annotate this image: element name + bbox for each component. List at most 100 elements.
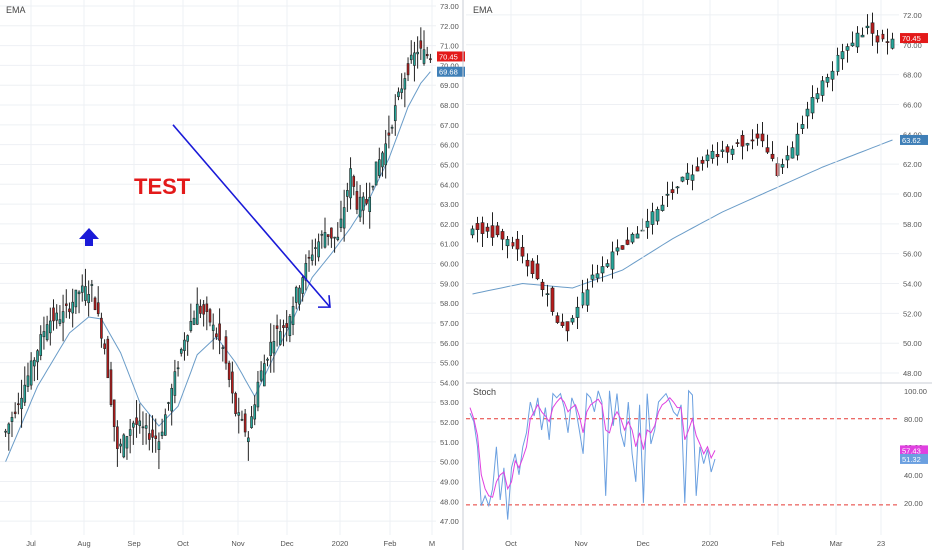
candle (128, 419, 132, 454)
candle (600, 256, 605, 282)
candle-body (815, 93, 820, 100)
candle-body (112, 399, 116, 427)
candle (103, 339, 106, 355)
candle (715, 142, 720, 166)
candle-body (74, 289, 78, 308)
candle (224, 330, 228, 370)
candle (234, 391, 237, 417)
candle-body (660, 204, 665, 211)
candle (272, 324, 276, 373)
candle-body (368, 196, 372, 212)
candle (475, 216, 480, 243)
candle-body (530, 260, 535, 274)
candle-body (820, 80, 825, 96)
candle-body (480, 222, 485, 234)
candle-body (128, 429, 132, 436)
candle-body (256, 381, 260, 408)
price-label: 70.45 (439, 52, 458, 61)
candle-body (208, 309, 212, 323)
candle-body (575, 306, 580, 318)
candle (865, 14, 870, 35)
candle (36, 349, 39, 381)
candle (860, 27, 865, 38)
candle (400, 73, 403, 100)
candle-body (176, 367, 180, 370)
candle-body (850, 42, 855, 47)
candle (263, 354, 266, 387)
candle-body (170, 387, 173, 412)
y-tick-label: 70.00 (903, 41, 922, 50)
candle-body (103, 343, 106, 349)
value-label-bg (900, 453, 928, 464)
candle-body (585, 289, 590, 306)
right-chart-pane[interactable]: 48.00 50.00 52.00 54.00 56.00 58.00 60.00 62.00… (466, 0, 932, 548)
y-tick-label: 59.00 (440, 279, 459, 288)
candle (750, 129, 755, 150)
candle (320, 230, 324, 249)
y-tick-label: 54.00 (903, 280, 922, 289)
candle (227, 360, 231, 388)
candle (247, 431, 250, 461)
candle-body (735, 142, 740, 144)
candle (294, 285, 298, 310)
candle (122, 433, 126, 459)
candle-body (705, 154, 710, 162)
candle (141, 411, 145, 446)
candle (520, 234, 525, 264)
x-tick-label: Dec (636, 539, 650, 548)
candle-body (425, 54, 429, 57)
candle (183, 332, 186, 361)
candle (885, 28, 890, 55)
candle (720, 140, 725, 158)
candle (515, 231, 520, 261)
candle-body (685, 172, 690, 180)
x-tick-label: Oct (505, 539, 518, 548)
candle (630, 232, 635, 245)
candle-body (393, 105, 397, 122)
candle-body (680, 176, 685, 182)
candle-body (625, 239, 630, 245)
candle-body (64, 303, 68, 306)
left-chart-pane[interactable]: 47.00 48.00 49.00 50.00 51.00 52.00 53.00 54.00… (0, 0, 465, 548)
candle-body (500, 231, 505, 240)
candle (355, 181, 359, 215)
y-tick-label: 66.00 (440, 141, 459, 150)
candle (237, 397, 241, 434)
candle-body (470, 228, 475, 236)
candle (339, 200, 343, 233)
candle (620, 245, 625, 250)
candle-body (860, 34, 865, 38)
candle-body (670, 189, 675, 194)
candle (595, 264, 600, 283)
candle (170, 383, 173, 426)
candle (406, 57, 410, 82)
candle-body (84, 286, 87, 301)
candle-body (326, 234, 330, 237)
candle-body (505, 239, 510, 247)
candle (695, 157, 700, 172)
candle-body (890, 38, 895, 49)
candle-body (33, 359, 36, 367)
candle-body (545, 293, 550, 295)
candle-body (167, 402, 170, 404)
candle-body (336, 236, 340, 240)
candle (205, 296, 209, 331)
candle-body (199, 305, 202, 314)
candle-body (339, 218, 343, 228)
candle-body (595, 273, 600, 279)
y-tick-label: 47.00 (440, 517, 459, 526)
candle-body (205, 303, 209, 312)
candle (745, 142, 750, 152)
candle (17, 392, 20, 415)
candle (84, 268, 87, 306)
candle-body (387, 132, 391, 136)
candle-body (100, 317, 103, 339)
candle (790, 141, 795, 159)
candle (29, 352, 33, 390)
candle-body (785, 155, 790, 161)
candle-body (695, 166, 700, 172)
y-tick-label: 72.00 (440, 22, 459, 31)
candle (855, 26, 860, 53)
candle (342, 189, 346, 242)
